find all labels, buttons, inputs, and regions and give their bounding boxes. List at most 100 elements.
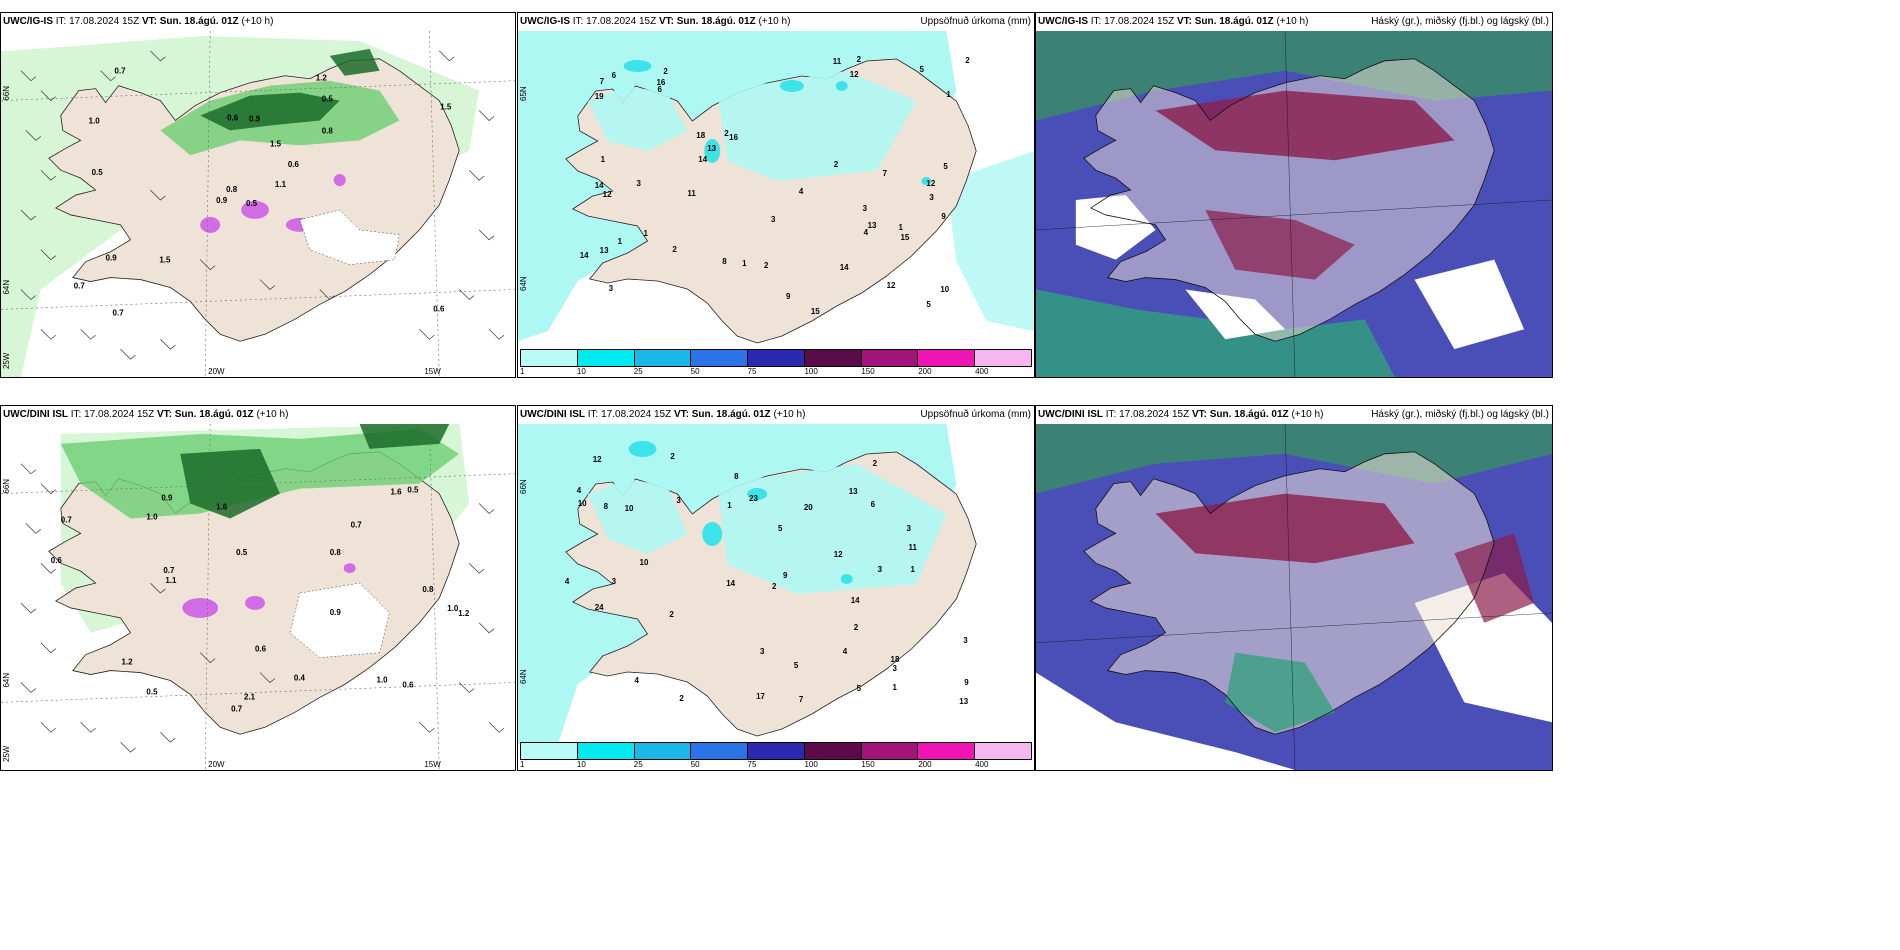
legend-tick: 10 [576,367,586,376]
precip-value: 23 [749,494,758,503]
lat-label-25w: 25W [2,352,11,369]
precip-value: 0.7 [115,67,127,76]
legend-tick: 200 [918,760,932,769]
precip-value: 2 [873,459,878,468]
precip-value: 5 [919,65,924,74]
precip-value: 0.9 [249,114,261,123]
precip-value: 1 [910,565,915,574]
legend-swatch [521,743,578,759]
precip-value: 14 [851,596,860,605]
legend-tick: 400 [975,367,989,376]
wind-precip-map: 0.5 1.0 0.8 0.7 0.6 1.5 1.2 0.9 0.5 1.1 0.7 0.6 0.5 1… [1,31,515,377]
precip-value: 0.5 [146,687,158,696]
legend-tick: 25 [633,367,643,376]
legend-color-bar [520,742,1032,760]
lead-time: (+10 h) [773,409,806,420]
precip-value: 1.2 [458,609,470,618]
legend-swatch [861,350,919,366]
precip-value: 11 [833,57,842,66]
precip-value: 4 [799,187,804,196]
precip-value: 12 [887,281,896,290]
precip-value: 10 [625,504,634,513]
cloud-cover-map [1036,424,1552,770]
precip-value: 7 [600,77,605,86]
precip-value: 9 [786,292,791,301]
precip-value: 14 [726,579,735,588]
vt-label: VT: [141,16,157,27]
precip-value: 3 [963,636,968,645]
precip-value: 2 [854,623,859,632]
legend-swatch [804,743,862,759]
lead-time: (+10 h) [1276,16,1309,27]
legend-tick: 50 [690,760,700,769]
precip-value: 2 [679,694,684,703]
accumulated-precip-map: 5 3 4 3 17 23 7 13 10 24 18 20 14 8 9 6 3 4 5 2 10 3 12 14 11 10 1… [518,424,1034,770]
wind-barbs [20,50,505,360]
precip-value: 1 [899,223,904,232]
lat-label-66n: 66N [519,479,528,494]
panel-header: UWC/DINI ISL IT: 17.08.2024 15Z VT: Sun.… [518,406,1034,424]
precip-value: 2 [663,67,668,76]
precip-value: 16 [656,78,665,87]
precip-value: 0.9 [161,494,173,503]
precip-value: 4 [565,577,570,586]
precip-value: 14 [698,155,707,164]
precip-value: 0.7 [113,308,125,317]
it-label: IT: [572,16,584,27]
precip-value: 0.5 [322,95,334,104]
precip-value-labels: 0.7 1.00.82.11.60.70.91.10.51.21.00.90.71… [51,486,470,714]
precip-value-labels: 3332161213121815191471085342125149111613… [580,55,970,316]
precip-value: 0.7 [231,704,243,713]
wind-precip-map: 0.7 1.0 0.8 2.1 1.6 0.7 0.9 1.1 0.5 1.2 1.0 0.9 0.7 1… [1,424,515,770]
precip-value: 9 [964,678,969,687]
it-value: 17.08.2024 15Z [586,16,657,27]
precip-value: 1.1 [165,576,177,585]
model-label: UWC/IG-IS [3,16,53,27]
legend-tick: 200 [918,367,932,376]
precip-value: 1 [601,155,606,164]
legend-tick: 25 [633,760,643,769]
precip-value: 1.2 [122,658,134,667]
precip-value: 24 [595,603,604,612]
precip-value: 10 [640,558,649,567]
lead-time: (+10 h) [241,16,274,27]
precip-value: 3 [771,215,776,224]
vt-value: Sun. 18.ágú. 01Z [691,409,771,420]
precip-value: 0.8 [330,548,342,557]
precip-value: 3 [760,647,765,656]
precip-value: 1 [893,683,898,692]
lead-time: (+10 h) [1291,409,1324,420]
precip-value: 5 [926,300,931,309]
precip-value: 0.4 [294,674,306,683]
legend-swatch [577,743,635,759]
precip-value-labels: 5343172371310241820148963452103121411101… [565,452,969,706]
precip-value: 2 [834,160,839,169]
panel-title: Háský (gr.), miðský (fj.bl.) og lágský (… [1371,16,1549,27]
legend-swatch [634,743,692,759]
it-value: 17.08.2024 15Z [69,16,140,27]
precip-value: 3 [609,284,614,293]
precip-value: 5 [857,684,862,693]
panel-bottom-middle-precip: UWC/DINI ISL IT: 17.08.2024 15Z VT: Sun.… [517,405,1035,771]
legend-tick: 100 [804,760,818,769]
precip-value: 4 [843,647,848,656]
precip-value: 14 [840,263,849,272]
panel-top-left-wind: UWC/IG-IS IT: 17.08.2024 15Z VT: Sun. 18… [0,12,516,378]
precip-value: 0.8 [322,126,334,135]
precip-value: 19 [595,92,604,101]
precip-value: 11 [687,189,696,198]
vt-value: Sun. 18.ágú. 01Z [174,409,254,420]
legend-swatch [804,350,862,366]
legend-tick-labels: 1 10 25 50 75 100 150 200 400 [520,367,1032,377]
precip-value: 9 [941,212,946,221]
lon-label-20w: 20W [208,367,225,376]
it-label: IT: [55,16,67,27]
precip-value: 0.5 [236,548,248,557]
precip-value: 3 [637,179,642,188]
precip-value: 2 [724,129,729,138]
precip-color-legend: 1 10 25 50 75 100 150 200 400 [520,349,1032,377]
legend-swatch [691,350,749,366]
precip-value: 3 [906,524,911,533]
precip-value: 11 [908,543,917,552]
lead-time: (+10 h) [758,16,791,27]
